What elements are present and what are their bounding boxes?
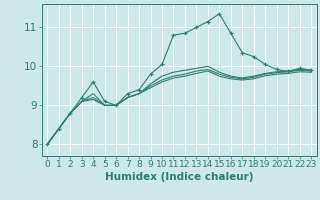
X-axis label: Humidex (Indice chaleur): Humidex (Indice chaleur) [105,172,253,182]
